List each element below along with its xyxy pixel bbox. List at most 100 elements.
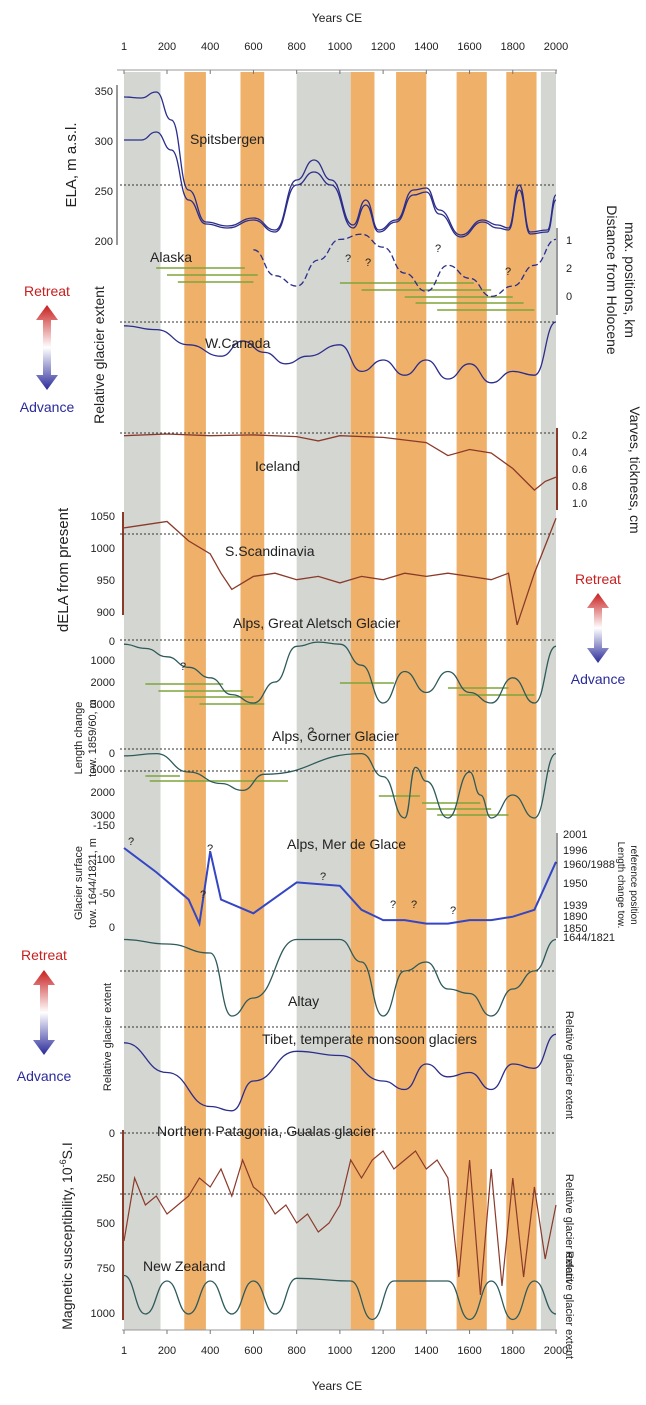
tick-pat-250: 250 bbox=[97, 1173, 115, 1185]
rtick-1644: 1644/1821 bbox=[563, 932, 615, 944]
q-alaska-3: ? bbox=[435, 243, 441, 255]
q-mdg-1: ? bbox=[128, 836, 134, 848]
rtick-1850: 1850 bbox=[563, 923, 587, 935]
legend-retreat-advance-top: Retreat Advance bbox=[20, 283, 75, 415]
series-spitsbergen-1 bbox=[124, 131, 557, 238]
tick-ela-300: 300 bbox=[95, 136, 113, 148]
panel-aletsch: Alps, Great Aletsch Glacier Length chang… bbox=[73, 615, 401, 777]
panel-altay: Altay bbox=[288, 993, 319, 1009]
tick-aletsch-0: 0 bbox=[109, 636, 115, 648]
tick-iceland-02: 0.2 bbox=[572, 430, 587, 442]
grey-band-0 bbox=[124, 72, 161, 1330]
label-iceland: Iceland bbox=[255, 458, 300, 474]
ylabel-patagonia-main: Magnetic susceptibility, 10 bbox=[59, 1167, 75, 1330]
data-series bbox=[123, 91, 557, 1321]
bottom-axis-title: Years CE bbox=[312, 1379, 362, 1393]
tick-alaska-1: 1 bbox=[566, 235, 572, 247]
year-tick-1: 1 bbox=[121, 41, 127, 53]
year-tick-600: 600 bbox=[244, 1345, 262, 1357]
q-mdg-7: ? bbox=[450, 905, 456, 917]
tick-iceland-04: 0.4 bbox=[572, 447, 587, 459]
ylabel-spitsbergen: ELA, m a.s.l. bbox=[63, 122, 80, 207]
rtick-1939: 1939 bbox=[563, 900, 587, 912]
right-label-newzealand: Relative glacier extent bbox=[563, 1251, 575, 1359]
right-label-mdg-1: Length change tow. bbox=[615, 842, 626, 929]
right-label-patagonia: Relative glacier extent bbox=[563, 1174, 575, 1282]
tick-dela-1050: 1050 bbox=[91, 511, 115, 523]
legend-top-retreat: Retreat bbox=[24, 283, 70, 299]
legend-retreat-advance-low: Retreat Advance bbox=[17, 947, 72, 1084]
tick-aletsch-2000: 2000 bbox=[91, 677, 115, 689]
green-bars bbox=[145, 267, 535, 816]
label-spitsbergen: Spitsbergen bbox=[190, 131, 265, 147]
tick-pat-0: 0 bbox=[109, 1128, 115, 1140]
year-tick-1200: 1200 bbox=[371, 1345, 395, 1357]
rtick-1996: 1996 bbox=[563, 845, 587, 857]
year-tick-1200: 1200 bbox=[371, 41, 395, 53]
label-aletsch: Alps, Great Aletsch Glacier bbox=[233, 615, 401, 631]
ylabel-wcanada: Relative glacier extent bbox=[91, 286, 107, 424]
orange-band-1 bbox=[240, 72, 265, 1330]
rtick-1960: 1960/1988 bbox=[563, 859, 615, 871]
panel-merdeglace: Alps, Mer de Glace Glacier surface tow. … bbox=[73, 820, 639, 944]
year-tick-2000: 2000 bbox=[544, 41, 568, 53]
series-tibet bbox=[123, 1033, 557, 1112]
ylabel-tibet: Relative glacier extent bbox=[102, 983, 114, 1091]
year-tick-200: 200 bbox=[158, 1345, 176, 1357]
tick-iceland-06: 0.6 bbox=[572, 464, 587, 476]
legend-mid-advance: Advance bbox=[571, 671, 626, 687]
year-tick-1: 1 bbox=[121, 1345, 127, 1357]
year-tick-2000: 2000 bbox=[544, 1345, 568, 1357]
tick-gorner-2000: 2000 bbox=[91, 787, 115, 799]
panel-wcanada: W.Canada Relative glacier extent bbox=[91, 286, 271, 424]
series-sscandinavia bbox=[123, 517, 557, 626]
ylabel-patagonia-unit: S.I bbox=[59, 1142, 75, 1159]
year-tick-400: 400 bbox=[201, 41, 219, 53]
legend-low-retreat: Retreat bbox=[21, 947, 67, 963]
year-tick-400: 400 bbox=[201, 1345, 219, 1357]
legend-low-advance: Advance bbox=[17, 1068, 72, 1084]
label-wcanada: W.Canada bbox=[205, 335, 271, 351]
q-alaska-4: ? bbox=[505, 266, 511, 278]
panel-iceland: Iceland 0.2 0.4 0.6 0.8 1.0 Varves, tick… bbox=[255, 406, 643, 533]
q-alaska-1: ? bbox=[345, 253, 351, 265]
panel-gorner: Alps, Gorner Glacier 0 1000 2000 3000 bbox=[91, 728, 400, 822]
legend-retreat-advance-mid: Retreat Advance bbox=[571, 571, 626, 687]
tick-dela-1000: 1000 bbox=[91, 543, 115, 555]
tick-iceland-08: 0.8 bbox=[572, 481, 587, 493]
q-mdg-5: ? bbox=[390, 899, 396, 911]
legend-top-arrow bbox=[36, 305, 58, 390]
q-alaska-2: ? bbox=[365, 257, 371, 269]
ylabel-merdeglace-1: Glacier surface bbox=[73, 846, 85, 920]
series-newzealand bbox=[123, 1274, 557, 1321]
top-axis-ticks: 1 200 400 600 800 1000 1200 1400 1600 1800 2000 bbox=[121, 41, 568, 74]
year-tick-1400: 1400 bbox=[414, 1345, 438, 1357]
year-tick-1400: 1400 bbox=[414, 41, 438, 53]
grey-band-1 bbox=[296, 72, 351, 1330]
q-aletsch-2: ? bbox=[308, 726, 314, 738]
series-patagonia bbox=[123, 1150, 557, 1296]
series-wcanada bbox=[123, 321, 557, 384]
series-spitsbergen-0 bbox=[123, 91, 557, 236]
tick-dela-950: 950 bbox=[97, 575, 115, 587]
q-mdg-6: ? bbox=[411, 899, 417, 911]
legend-mid-arrow bbox=[587, 593, 609, 663]
top-axis-title: Years CE bbox=[312, 11, 362, 25]
reference-lines bbox=[120, 184, 555, 1195]
year-tick-200: 200 bbox=[158, 41, 176, 53]
q-aletsch-1: ? bbox=[180, 661, 186, 673]
orange-band-4 bbox=[456, 72, 487, 1330]
label-merdeglace: Alps, Mer de Glace bbox=[287, 836, 406, 852]
tick-mdg-m50: -50 bbox=[99, 888, 115, 900]
series-alaska bbox=[253, 233, 557, 298]
grey-band-2 bbox=[540, 72, 556, 1330]
tick-alaska-2: 2 bbox=[566, 263, 572, 275]
tick-ela-200: 200 bbox=[95, 236, 113, 248]
ylabel-patagonia: Magnetic susceptibility, 10-6S.I bbox=[58, 1142, 75, 1330]
year-tick-1000: 1000 bbox=[328, 41, 352, 53]
year-tick-1800: 1800 bbox=[501, 41, 525, 53]
year-tick-1600: 1600 bbox=[457, 1345, 481, 1357]
series-altay bbox=[123, 938, 557, 1017]
tick-aletsch-1000: 1000 bbox=[91, 655, 115, 667]
panel-spitsbergen: Spitsbergen ELA, m a.s.l. 350 300 250 20… bbox=[63, 85, 265, 248]
